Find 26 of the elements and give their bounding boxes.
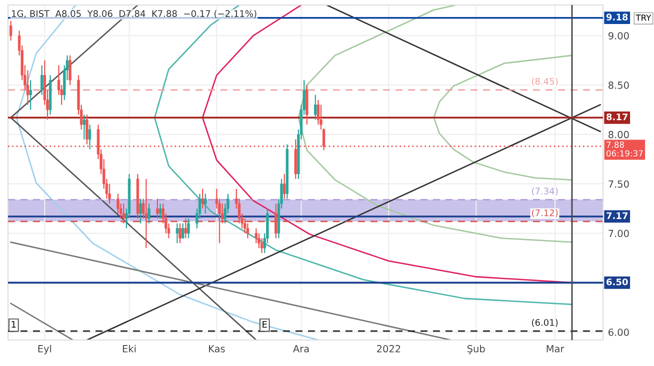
y-tick-label: 7.50 (608, 180, 629, 188)
x-tick-label: 2022 (377, 345, 400, 352)
ref-line-label: (7.12) (532, 209, 558, 218)
annotation: E (262, 321, 267, 328)
x-tick-label: Mar (546, 345, 564, 352)
ref-line-label: (7.34) (532, 187, 558, 196)
x-tick-label: Ara (293, 345, 309, 352)
ref-line-label: (6.01) (532, 318, 558, 327)
ref-line-label: 9.18 (606, 14, 628, 20)
text: 1G, BIST A8.05 Y8.06 D7.84 K7.88 −0.17 (−2.11%) (12, 10, 256, 18)
y-tick-label: 8.00 (608, 130, 629, 138)
x-tick-label: Şub (467, 344, 485, 354)
annotation: 1 (12, 321, 16, 328)
y-tick-label: 9.00 (608, 32, 629, 40)
ref-line-label: 7.88 06:19:37 (606, 142, 643, 157)
ref-line-label: 6.50 (606, 278, 628, 286)
text: TRY (636, 14, 652, 21)
ref-line-label: (8.45) (532, 78, 558, 86)
ref-line-label: 7.17 (606, 212, 628, 219)
y-tick-label: 7.00 (608, 230, 629, 238)
x-tick-label: Kas (209, 345, 225, 352)
y-tick-label: 8.50 (608, 82, 629, 89)
x-tick-label: Eyl (38, 344, 52, 354)
ref-line-label: 8.17 (606, 113, 628, 120)
y-tick-label: 6.00 (608, 328, 629, 336)
x-tick-label: Eki (122, 344, 136, 352)
